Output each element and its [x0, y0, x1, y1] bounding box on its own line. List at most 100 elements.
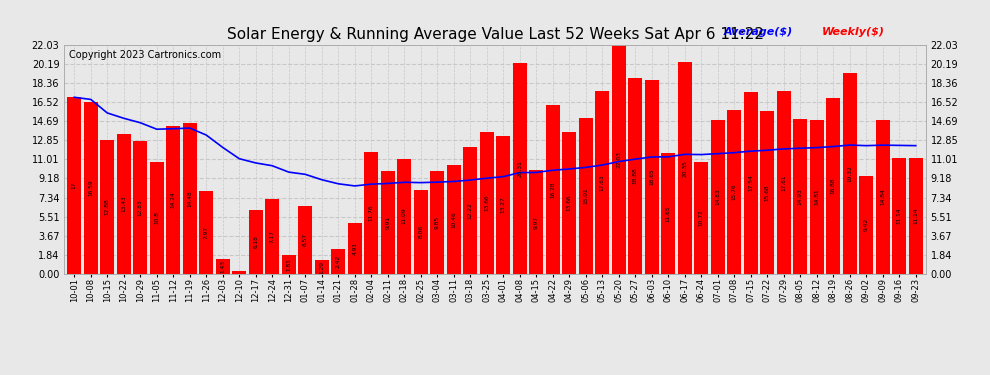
- Bar: [661, 153, 675, 274]
- Bar: [496, 136, 510, 274]
- Bar: [233, 271, 247, 274]
- Bar: [711, 120, 725, 274]
- Bar: [694, 162, 708, 274]
- Text: 14.24: 14.24: [170, 192, 176, 208]
- Bar: [513, 63, 527, 274]
- Bar: [810, 120, 824, 274]
- Text: 15.76: 15.76: [732, 184, 737, 200]
- Text: 12.83: 12.83: [138, 199, 143, 216]
- Text: 9.85: 9.85: [435, 216, 440, 229]
- Text: Copyright 2023 Cartronics.com: Copyright 2023 Cartronics.com: [68, 50, 221, 60]
- Bar: [793, 118, 807, 274]
- Text: 11.76: 11.76: [368, 204, 374, 221]
- Text: 13.43: 13.43: [121, 196, 127, 212]
- Bar: [381, 171, 395, 274]
- Bar: [67, 97, 81, 274]
- Bar: [265, 200, 279, 274]
- Text: 15.68: 15.68: [764, 184, 770, 201]
- Text: 10.46: 10.46: [451, 211, 456, 228]
- Bar: [347, 223, 361, 274]
- Text: 13.66: 13.66: [566, 195, 572, 211]
- Bar: [876, 120, 890, 274]
- Text: 7.17: 7.17: [269, 230, 275, 243]
- Text: 20.31: 20.31: [517, 160, 523, 177]
- Bar: [199, 191, 213, 274]
- Bar: [216, 259, 230, 274]
- Bar: [760, 111, 774, 274]
- Bar: [827, 99, 841, 274]
- Text: 18.88: 18.88: [633, 167, 638, 184]
- Bar: [397, 159, 411, 274]
- Text: 12.88: 12.88: [105, 198, 110, 215]
- Text: 19.32: 19.32: [847, 165, 852, 182]
- Text: 18.65: 18.65: [649, 169, 654, 185]
- Text: 2.42: 2.42: [336, 255, 341, 268]
- Text: 17.54: 17.54: [748, 174, 753, 191]
- Bar: [579, 118, 593, 274]
- Text: 4.91: 4.91: [352, 242, 357, 255]
- Bar: [612, 45, 626, 274]
- Bar: [315, 260, 329, 274]
- Text: 17.63: 17.63: [600, 174, 605, 190]
- Bar: [282, 255, 296, 274]
- Bar: [530, 170, 544, 274]
- Text: 10.72: 10.72: [699, 210, 704, 226]
- Bar: [595, 91, 609, 274]
- Text: 9.91: 9.91: [385, 216, 390, 229]
- Bar: [332, 249, 346, 274]
- Text: 10.8: 10.8: [154, 211, 159, 224]
- Bar: [134, 141, 148, 274]
- Bar: [414, 190, 428, 274]
- Text: 11.65: 11.65: [665, 205, 671, 222]
- Text: 7.97: 7.97: [204, 226, 209, 239]
- Bar: [909, 158, 923, 274]
- Text: 1.81: 1.81: [286, 258, 291, 271]
- Text: 1.29: 1.29: [319, 261, 325, 273]
- Text: 14.84: 14.84: [880, 188, 885, 205]
- Text: 8.06: 8.06: [418, 225, 424, 238]
- Bar: [777, 91, 791, 274]
- Bar: [629, 78, 643, 274]
- Text: 13.66: 13.66: [484, 195, 489, 211]
- Text: 6.57: 6.57: [303, 233, 308, 246]
- Text: 11.09: 11.09: [402, 208, 407, 225]
- Bar: [562, 132, 576, 274]
- Bar: [149, 162, 163, 274]
- Text: 14.81: 14.81: [814, 189, 820, 205]
- Bar: [842, 73, 856, 274]
- Bar: [117, 134, 131, 274]
- Bar: [248, 210, 262, 274]
- Bar: [84, 102, 98, 274]
- Text: 9.42: 9.42: [863, 218, 869, 231]
- Text: Average($): Average($): [724, 27, 792, 38]
- Text: 11.14: 11.14: [913, 208, 919, 224]
- Bar: [480, 132, 494, 274]
- Bar: [644, 80, 658, 274]
- Text: 6.18: 6.18: [253, 235, 258, 248]
- Text: 16.88: 16.88: [831, 178, 836, 194]
- Text: 1.43: 1.43: [220, 260, 226, 273]
- Text: 14.93: 14.93: [798, 188, 803, 205]
- Bar: [678, 62, 692, 274]
- Text: 22.03: 22.03: [616, 151, 622, 168]
- Bar: [183, 123, 197, 274]
- Bar: [166, 126, 180, 274]
- Text: 9.97: 9.97: [534, 215, 539, 228]
- Text: Weekly($): Weekly($): [823, 27, 885, 38]
- Text: 14.83: 14.83: [715, 188, 721, 205]
- Text: 16.28: 16.28: [550, 181, 555, 198]
- Bar: [892, 158, 906, 274]
- Bar: [446, 165, 460, 274]
- Bar: [859, 176, 873, 274]
- Text: 17.61: 17.61: [781, 174, 786, 190]
- Bar: [431, 171, 445, 274]
- Text: 13.27: 13.27: [501, 196, 506, 213]
- Bar: [545, 105, 559, 274]
- Text: 12.22: 12.22: [467, 202, 473, 219]
- Text: 17: 17: [71, 182, 77, 189]
- Text: 14.48: 14.48: [187, 190, 192, 207]
- Text: 16.59: 16.59: [88, 179, 93, 196]
- Text: 20.35: 20.35: [682, 160, 687, 177]
- Bar: [728, 110, 742, 274]
- Bar: [463, 147, 477, 274]
